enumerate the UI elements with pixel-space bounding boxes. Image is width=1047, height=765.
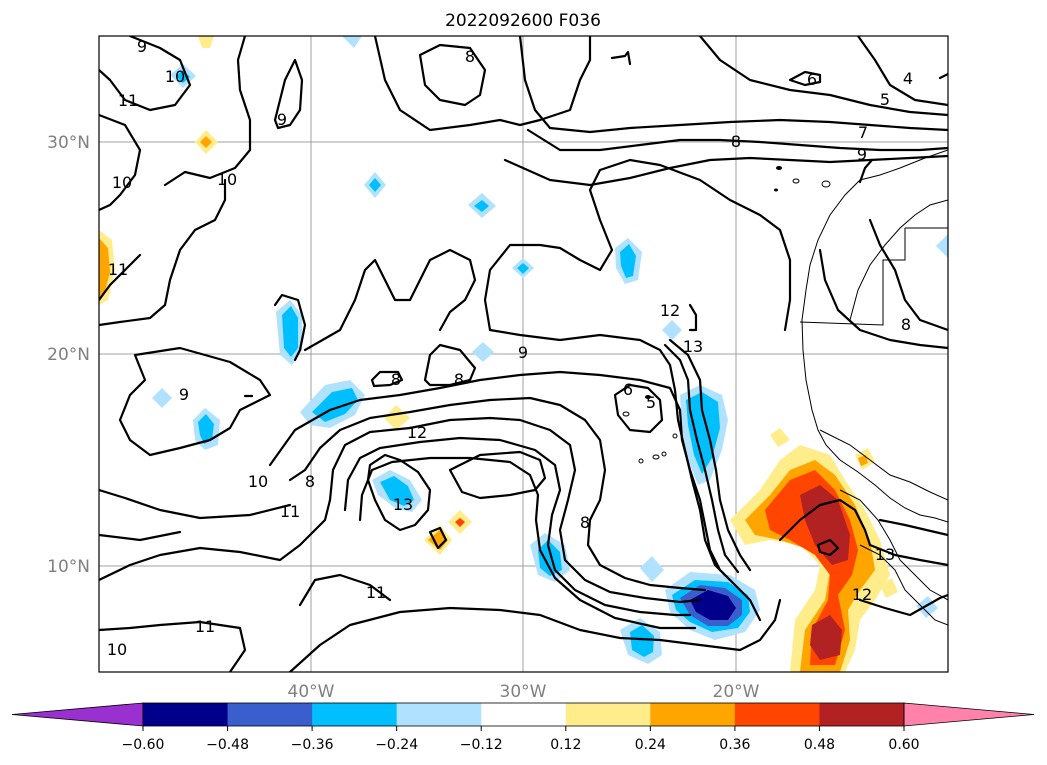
latitude-labels: 30°N 20°N 10°N — [47, 133, 90, 577]
colorbar-extend-low — [11, 702, 144, 727]
map-area: 9 10 11 11 10 10 11 9 8 9 9 8 8 12 10 11… — [99, 36, 948, 672]
contour-label: 11 — [108, 260, 128, 279]
contour-label: 10 — [217, 170, 237, 189]
contour-label: 12 — [407, 423, 427, 442]
contour-label: 8 — [305, 472, 315, 491]
map-title: 2022092600 F036 — [445, 11, 601, 31]
contour-label: 11 — [195, 617, 215, 636]
contour-label: 11 — [366, 583, 386, 602]
contour-label: 4 — [903, 69, 913, 88]
contour-label: 13 — [875, 545, 895, 564]
contour-label: 9 — [137, 37, 147, 56]
contour-label: 11 — [118, 91, 138, 110]
colorbar-tick-label: 0.48 — [804, 737, 835, 753]
contour-lines — [99, 36, 948, 672]
colorbar: −0.60 −0.48 −0.36 −0.24 −0.12 0.12 0.24 0.36 0.4… — [11, 702, 1035, 753]
longitude-labels: 40°W 30°W 20°W — [288, 682, 760, 702]
contour-label: 10 — [112, 173, 132, 192]
colorbar-tick-label: −0.36 — [291, 737, 334, 753]
colorbar-tick-label: −0.60 — [122, 737, 165, 753]
contour-label: 5 — [880, 90, 890, 109]
lon-label-30w: 30°W — [500, 682, 547, 702]
colorbar-tick-label: −0.24 — [375, 737, 418, 753]
contour-label: 7 — [858, 123, 868, 142]
colorbar-segment — [819, 703, 905, 726]
colorbar-segment — [650, 703, 736, 726]
colorbar-segment — [143, 703, 229, 726]
colorbar-tick-label: −0.12 — [460, 737, 503, 753]
contour-label: 6 — [623, 380, 633, 399]
colorbar-segment — [565, 703, 651, 726]
contour-label: 12 — [852, 585, 872, 604]
gridlines — [99, 36, 948, 672]
contour-label: 5 — [646, 393, 656, 412]
colorbar-segment — [734, 703, 820, 726]
contour-label: 13 — [683, 337, 703, 356]
contour-label: 9 — [518, 343, 528, 362]
colorbar-tick-label: 0.36 — [719, 737, 750, 753]
shaded-anomalies — [99, 36, 948, 672]
lon-label-20w: 20°W — [713, 682, 760, 702]
contour-label: 8 — [731, 132, 741, 151]
lat-label-30n: 30°N — [47, 133, 90, 153]
colorbar-tick-label: 0.60 — [888, 737, 919, 753]
colorbar-segment — [312, 703, 398, 726]
contour-label: 8 — [391, 370, 401, 389]
colorbar-segment — [396, 703, 482, 726]
contour-label: 10 — [107, 640, 127, 659]
contour-label: 10 — [248, 472, 268, 491]
colorbar-segment — [481, 703, 567, 726]
lat-label-20n: 20°N — [47, 345, 90, 365]
contour-label: 13 — [393, 495, 413, 514]
colorbar-tick-label: −0.48 — [206, 737, 249, 753]
contour-label: 8 — [465, 47, 475, 66]
coastlines — [622, 149, 948, 626]
contour-label: 9 — [179, 385, 189, 404]
contour-label: 8 — [454, 370, 464, 389]
contour-label: 9 — [857, 145, 867, 164]
contour-label: 8 — [580, 513, 590, 532]
contour-label: 9 — [277, 110, 287, 129]
colorbar-segment — [227, 703, 313, 726]
contour-label: 8 — [901, 315, 911, 334]
lon-label-40w: 40°W — [288, 682, 335, 702]
colorbar-frame — [142, 702, 905, 727]
map-frame — [98, 35, 949, 673]
lat-label-10n: 10°N — [47, 557, 90, 577]
contour-labels: 9 10 11 11 10 10 11 9 8 9 9 8 8 12 10 11… — [107, 37, 913, 659]
contour-label: 6 — [807, 70, 817, 89]
colorbar-tick-label: 0.12 — [550, 737, 581, 753]
colorbar-extend-high — [903, 702, 1035, 727]
contour-label: 12 — [660, 301, 680, 320]
contour-label: 11 — [280, 502, 300, 521]
colorbar-tick-label: 0.24 — [635, 737, 666, 753]
contour-label: 10 — [165, 67, 185, 86]
